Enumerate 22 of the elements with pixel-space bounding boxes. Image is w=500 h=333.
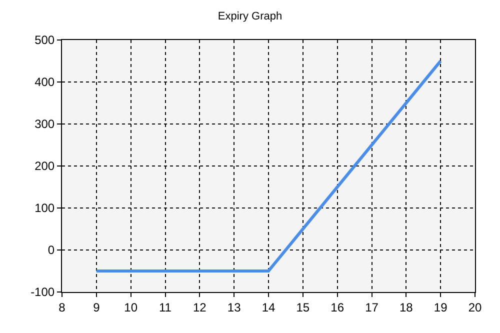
x-tick-label: 19 <box>434 300 448 314</box>
y-tick-label: 500 <box>34 33 55 48</box>
chart-title: Expiry Graph <box>218 10 282 22</box>
x-tick-label: 13 <box>227 300 242 314</box>
x-tick-label: 18 <box>399 300 414 314</box>
y-tick-label: 400 <box>34 75 55 90</box>
y-tick-label: 0 <box>48 243 55 258</box>
y-tick-label: 300 <box>34 117 55 132</box>
x-tick-label: 12 <box>192 300 207 314</box>
x-tick-label: 8 <box>58 300 66 314</box>
x-tick-label: 17 <box>365 300 379 314</box>
x-tick-label: 9 <box>93 300 100 314</box>
y-tick-label: 100 <box>34 201 55 216</box>
x-tick-label: 10 <box>124 300 138 314</box>
x-tick-label: 11 <box>159 300 172 314</box>
x-tick-label: 15 <box>296 300 310 314</box>
x-tick-label: 14 <box>262 300 276 314</box>
x-tick-label: 20 <box>468 300 482 314</box>
line-series <box>94 60 442 272</box>
y-tick-label: 200 <box>34 159 55 174</box>
x-tick-label: 16 <box>330 300 344 314</box>
y-tick-label: -100 <box>30 285 55 300</box>
